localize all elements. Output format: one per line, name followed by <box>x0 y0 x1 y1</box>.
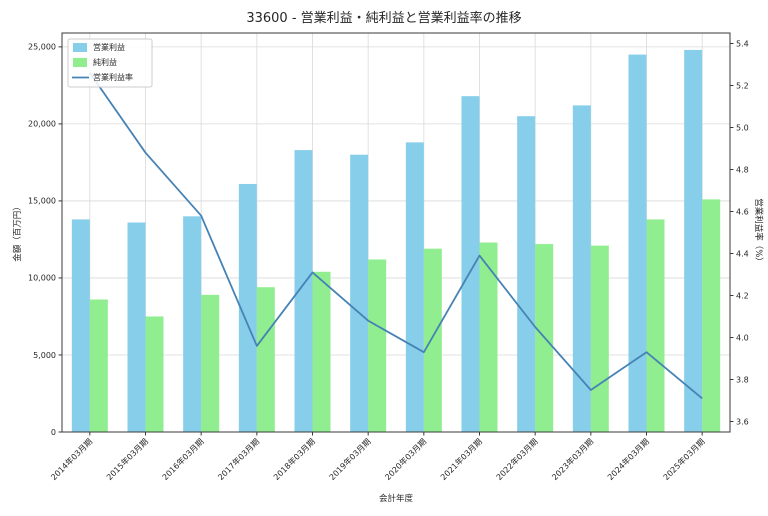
y-tick-label-left: 20,000 <box>28 120 56 129</box>
x-tick-label: 2020年03月期 <box>383 436 429 482</box>
bar <box>350 154 369 432</box>
bar <box>590 245 609 432</box>
y-tick-label-right: 5.4 <box>736 39 749 48</box>
y-tick-label-left: 15,000 <box>28 197 56 206</box>
x-axis-label: 会計年度 <box>379 493 414 504</box>
bar <box>517 116 536 433</box>
legend-label-2: 営業利益率 <box>93 72 133 82</box>
legend-label-1: 純利益 <box>93 57 117 67</box>
legend-label-0: 営業利益 <box>93 42 125 52</box>
x-tick-label: 2016年03月期 <box>160 436 206 482</box>
legend-swatch-1 <box>73 58 87 67</box>
bar <box>89 299 108 432</box>
y-tick-label-right: 4.6 <box>736 207 749 216</box>
y-axis-label-right: 営業利益率（%） <box>753 198 764 266</box>
bar <box>572 105 591 433</box>
x-tick-label: 2019年03月期 <box>327 436 373 482</box>
bar <box>312 271 331 432</box>
bar <box>423 248 442 432</box>
plot-area: 0 5,000 10,000 15,000 20,000 25,000 3.6 3.8 4.0 4… <box>28 32 749 482</box>
plot-border <box>61 32 731 433</box>
bar-series-0 <box>71 49 703 433</box>
bar <box>127 222 146 432</box>
x-tick-label: 2014年03月期 <box>49 436 95 482</box>
bar <box>201 294 220 432</box>
chart-title: 33600 - 営業利益・純利益と営業利益率の推移 <box>246 10 521 26</box>
legend-swatch-0 <box>73 43 87 52</box>
y-tick-label-right: 5.2 <box>736 81 749 90</box>
x-tick-label: 2024年03月期 <box>605 436 651 482</box>
x-tick-label: 2017年03月期 <box>216 436 262 482</box>
y-tick-label-left: 10,000 <box>28 274 56 283</box>
y-tick-label-left: 25,000 <box>28 43 56 52</box>
bar <box>145 316 164 432</box>
x-tick-label: 2018年03月期 <box>271 436 317 482</box>
bar <box>628 54 647 432</box>
x-tick-label: 2023年03月期 <box>550 436 596 482</box>
x-tick-label: 2025年03月期 <box>661 436 707 482</box>
y-axis-label-left: 金額（百万円） <box>12 202 23 262</box>
bar-series-1 <box>89 199 721 432</box>
legend-box <box>67 38 153 88</box>
bar <box>368 259 387 432</box>
x-tick-label: 2022年03月期 <box>494 436 540 482</box>
y-tick-label-right: 4.0 <box>736 333 749 342</box>
bar <box>479 242 498 432</box>
x-tick-label: 2015年03月期 <box>104 436 150 482</box>
bar <box>256 287 275 432</box>
y-tick-label-right: 4.8 <box>736 165 749 174</box>
bar <box>238 183 257 432</box>
x-tick-label: 2021年03月期 <box>438 436 484 482</box>
y-tick-label-left: 0 <box>51 428 56 437</box>
bar <box>294 150 313 432</box>
bar <box>702 199 721 432</box>
bar <box>405 142 424 433</box>
y-tick-label-right: 4.2 <box>736 291 749 300</box>
bar <box>71 219 90 432</box>
y-tick-label-right: 5.0 <box>736 123 749 132</box>
y-tick-label-right: 3.6 <box>736 417 749 426</box>
bar <box>183 216 202 432</box>
y-tick-label-right: 3.8 <box>736 375 749 384</box>
bar <box>646 219 665 432</box>
bar <box>461 96 480 432</box>
bar <box>684 49 703 432</box>
rate-line <box>89 72 703 400</box>
y-tick-label-left: 5,000 <box>33 351 56 360</box>
y-tick-label-right: 4.4 <box>736 249 749 258</box>
